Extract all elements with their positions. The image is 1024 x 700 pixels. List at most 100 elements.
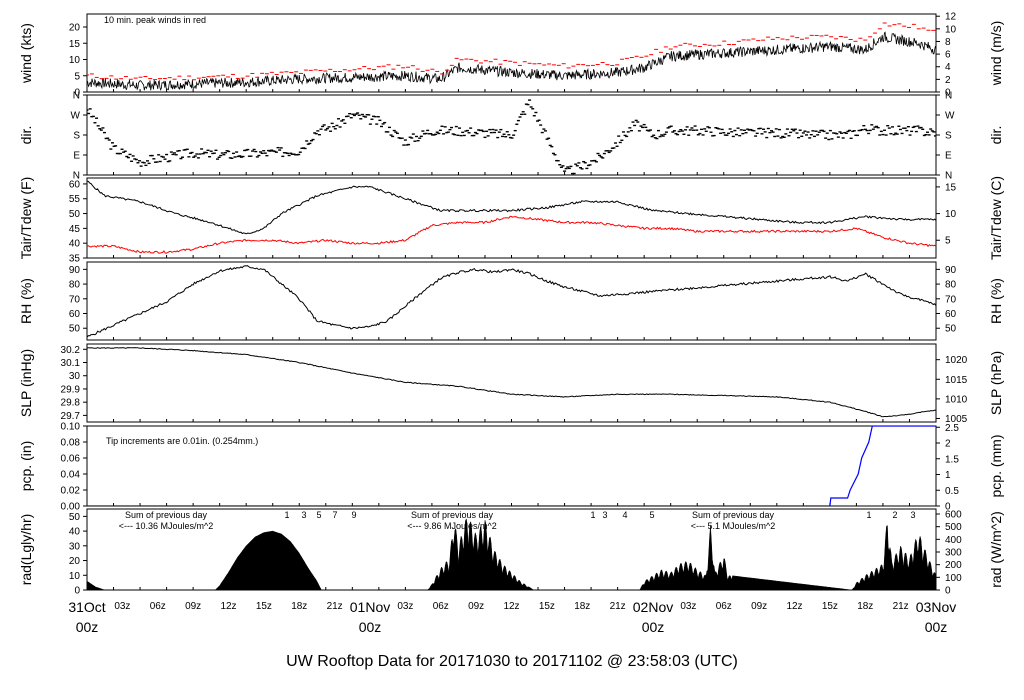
wind-ytick-right-label: 10 (945, 24, 957, 35)
panel-temp: 35 40 45 50 55 60 5 10 15 Tair/Tdew (F) Tair/Tdew … (18, 176, 1004, 265)
slp-ytick-label: 29.9 (61, 384, 81, 395)
wind-ylabel: wind (kts) (18, 23, 34, 84)
rh-ytick-label: 70 (69, 294, 81, 305)
x-hour-label: 18z (574, 601, 590, 612)
wind-series-line (87, 31, 936, 91)
dir-ytick-label: S (73, 131, 80, 142)
rad-ytick-label: 10 (69, 571, 81, 582)
wind-ytick-right-label: 12 (945, 12, 957, 23)
x-hour-label: 15z (822, 601, 838, 612)
x-date-label: 03Nov (916, 599, 956, 615)
rad-hour-mark: 7 (332, 510, 337, 520)
x-hour-label: 06z (150, 601, 166, 612)
x-hour-label: 15z (539, 601, 555, 612)
dir-frame (86, 94, 937, 176)
rad-ytick-right-label: 300 (945, 548, 962, 559)
x-date-hour-label: 00z (76, 619, 99, 635)
x-date-hour-label: 00z (925, 619, 948, 635)
rad-hour-mark: 2 (892, 510, 897, 520)
rad-ytick-label: 50 (69, 512, 81, 523)
temp-ytick-right-label: 10 (945, 209, 957, 220)
rad-ytick-label: 30 (69, 541, 81, 552)
rad-daily-sum-title: Sum of previous day (125, 510, 208, 520)
rad-hour-mark: 1 (866, 510, 871, 520)
rh-plot (87, 265, 936, 338)
x-hour-label: 12z (503, 601, 519, 612)
x-date-label: 01Nov (350, 599, 390, 615)
pcp-ylabel-right: pcp. (mm) (988, 435, 1004, 498)
pcp-ytick-label: 0.08 (61, 438, 81, 449)
x-hour-label: 15z (256, 601, 272, 612)
rad-daily-sum-title: Sum of previous day (411, 510, 494, 520)
temp-ytick-right-label: 5 (945, 236, 951, 247)
rad-ytick-right-label: 0 (945, 586, 951, 597)
dir-ylabel: dir. (18, 126, 34, 145)
rh-ytick-right-label: 80 (945, 280, 957, 291)
pcp-ytick-right-label: 1.5 (945, 454, 959, 465)
slp-ytick-right-label: 1015 (945, 375, 968, 386)
panel-slp: 29.7 29.8 29.9 30 30.1 30.2 1005 1010 1015 1020 SL… (18, 343, 1004, 425)
pcp-annotation: Tip increments are 0.01in. (0.254mm.) (106, 436, 258, 446)
rad-ytick-right-label: 200 (945, 560, 962, 571)
temp-ytick-label: 55 (69, 194, 81, 205)
dir-ytick-right-label: N (945, 91, 952, 102)
wind-ytick-label: 5 (74, 71, 80, 82)
wind-ytick-right-label: 6 (945, 50, 951, 61)
wind-frame (86, 13, 937, 93)
rad-daily-sum-value: <--- 10.36 MJoules/m^2 (119, 521, 214, 531)
slp-ytick-label: 30.1 (61, 358, 81, 369)
panel-rad: 010203040500100200300400500600rad(Lgly/h… (18, 508, 1004, 597)
x-hour-label: 18z (857, 601, 873, 612)
rad-hour-mark: 3 (910, 510, 915, 520)
temp-plot (87, 180, 936, 254)
wind-ytick-label: 20 (69, 23, 81, 34)
rh-ylabel-right: RH (%) (988, 278, 1004, 324)
rad-ytick-right-label: 500 (945, 522, 962, 533)
slp-ytick-right-label: 1010 (945, 394, 968, 405)
temp-ytick-label: 60 (69, 179, 81, 190)
pcp-ytick-right-label: 1 (945, 470, 951, 481)
rh-ytick-label: 60 (69, 309, 81, 320)
wind-plot (87, 22, 936, 91)
dir-ytick-right-label: S (945, 131, 952, 142)
x-hour-label: 21z (327, 601, 343, 612)
x-date-label: 02Nov (633, 599, 673, 615)
temp-ytick-label: 35 (69, 254, 81, 265)
pcp-series-line (87, 426, 936, 506)
slp-plot (87, 347, 936, 418)
x-hour-label: 09z (751, 601, 767, 612)
dir-ytick-right-label: W (945, 111, 955, 122)
wind-ylabel-right: wind (m/s) (988, 21, 1004, 87)
rad-ytick-label: 20 (69, 556, 81, 567)
x-hour-label: 03z (114, 601, 130, 612)
temp-ylabel-right: Tair/Tdew (C) (988, 176, 1004, 260)
rh-ytick-right-label: 70 (945, 294, 957, 305)
slp-ytick-right-label: 1005 (945, 414, 968, 425)
slp-ytick-label: 30.2 (61, 345, 81, 356)
rh-ytick-label: 80 (69, 280, 81, 291)
panel-pcp: 0.00 0.02 0.04 0.06 0.08 0.10 0 0.5 1 1.5 2 2.5 pcp.… (18, 422, 1004, 513)
pcp-ylabel: pcp. (in) (18, 441, 34, 492)
x-hour-label: 06z (716, 601, 732, 612)
slp-ylabel: SLP (inHg) (18, 349, 34, 417)
rad-plot (87, 518, 936, 590)
rad-ylabel: rad(Lgly/hr) (18, 514, 34, 586)
temp-frame (86, 177, 937, 259)
x-hour-label: 09z (185, 601, 201, 612)
rad-hour-mark: 5 (649, 510, 654, 520)
rad-hour-mark: 9 (351, 510, 356, 520)
panel-rh: 50 60 70 80 90 50 60 70 80 90 RH (%) RH (%) (18, 261, 1004, 341)
pcp-ytick-right-label: 0 (945, 502, 951, 513)
wind-annotation: 10 min. peak winds in red (104, 15, 206, 25)
pcp-ytick-label: 0.10 (61, 422, 81, 433)
rh-ytick-right-label: 50 (945, 324, 957, 335)
dir-plot (87, 99, 936, 175)
rad-hour-mark: 1 (284, 510, 289, 520)
rh-rh-line (87, 265, 936, 338)
rh-ytick-right-label: 90 (945, 265, 957, 276)
rh-ylabel: RH (%) (18, 278, 34, 324)
rad-daily-sum-value: <--- 9.86 MJoules/m^2 (407, 521, 497, 531)
rad-ylabel-right: rad (W/m^2) (988, 511, 1004, 588)
